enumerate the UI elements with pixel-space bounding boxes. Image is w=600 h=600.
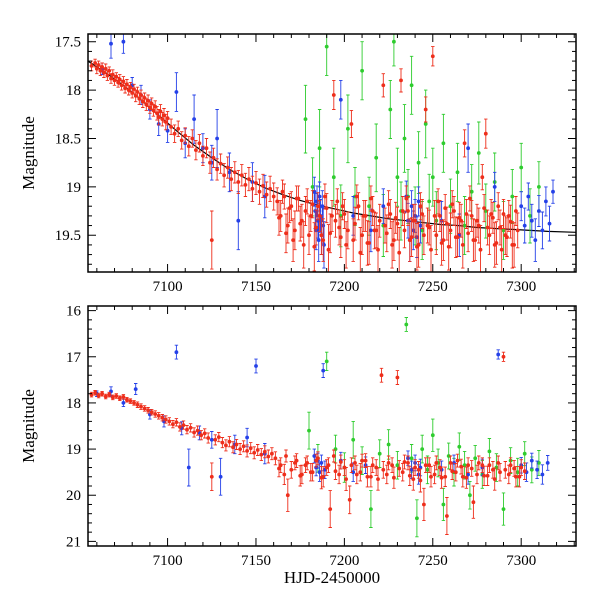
svg-text:18: 18 — [66, 396, 81, 412]
svg-text:21: 21 — [66, 534, 81, 550]
svg-text:16: 16 — [66, 304, 82, 320]
svg-text:19: 19 — [66, 180, 81, 196]
svg-text:7250: 7250 — [418, 279, 448, 295]
svg-text:19: 19 — [66, 442, 81, 458]
top-y-axis-label: Magnitude — [19, 116, 38, 190]
top-panel-plot: 7100 7150 7200 7250 7300 17.5 18 18.5 19 19.5 — [55, 33, 577, 295]
svg-text:7300: 7300 — [506, 553, 536, 569]
svg-text:7150: 7150 — [241, 279, 271, 295]
svg-text:7200: 7200 — [329, 279, 359, 295]
svg-text:7150: 7150 — [241, 553, 271, 569]
x-axis-label: HJD-2450000 — [283, 568, 381, 587]
bottom-y-axis-label: Magnitude — [19, 389, 38, 463]
svg-text:17.5: 17.5 — [55, 35, 81, 51]
svg-text:18: 18 — [66, 83, 81, 99]
svg-text:17: 17 — [66, 350, 82, 366]
svg-text:7200: 7200 — [329, 553, 359, 569]
svg-text:7250: 7250 — [418, 553, 448, 569]
svg-text:19.5: 19.5 — [55, 228, 81, 244]
bottom-panel-plot: 7100 7150 7200 7250 7300 16 17 18 19 20 21 — [66, 304, 577, 569]
svg-text:18.5: 18.5 — [55, 132, 81, 148]
svg-text:20: 20 — [66, 488, 81, 504]
svg-text:7100: 7100 — [153, 279, 183, 295]
svg-text:7100: 7100 — [153, 553, 183, 569]
svg-text:7300: 7300 — [506, 279, 536, 295]
